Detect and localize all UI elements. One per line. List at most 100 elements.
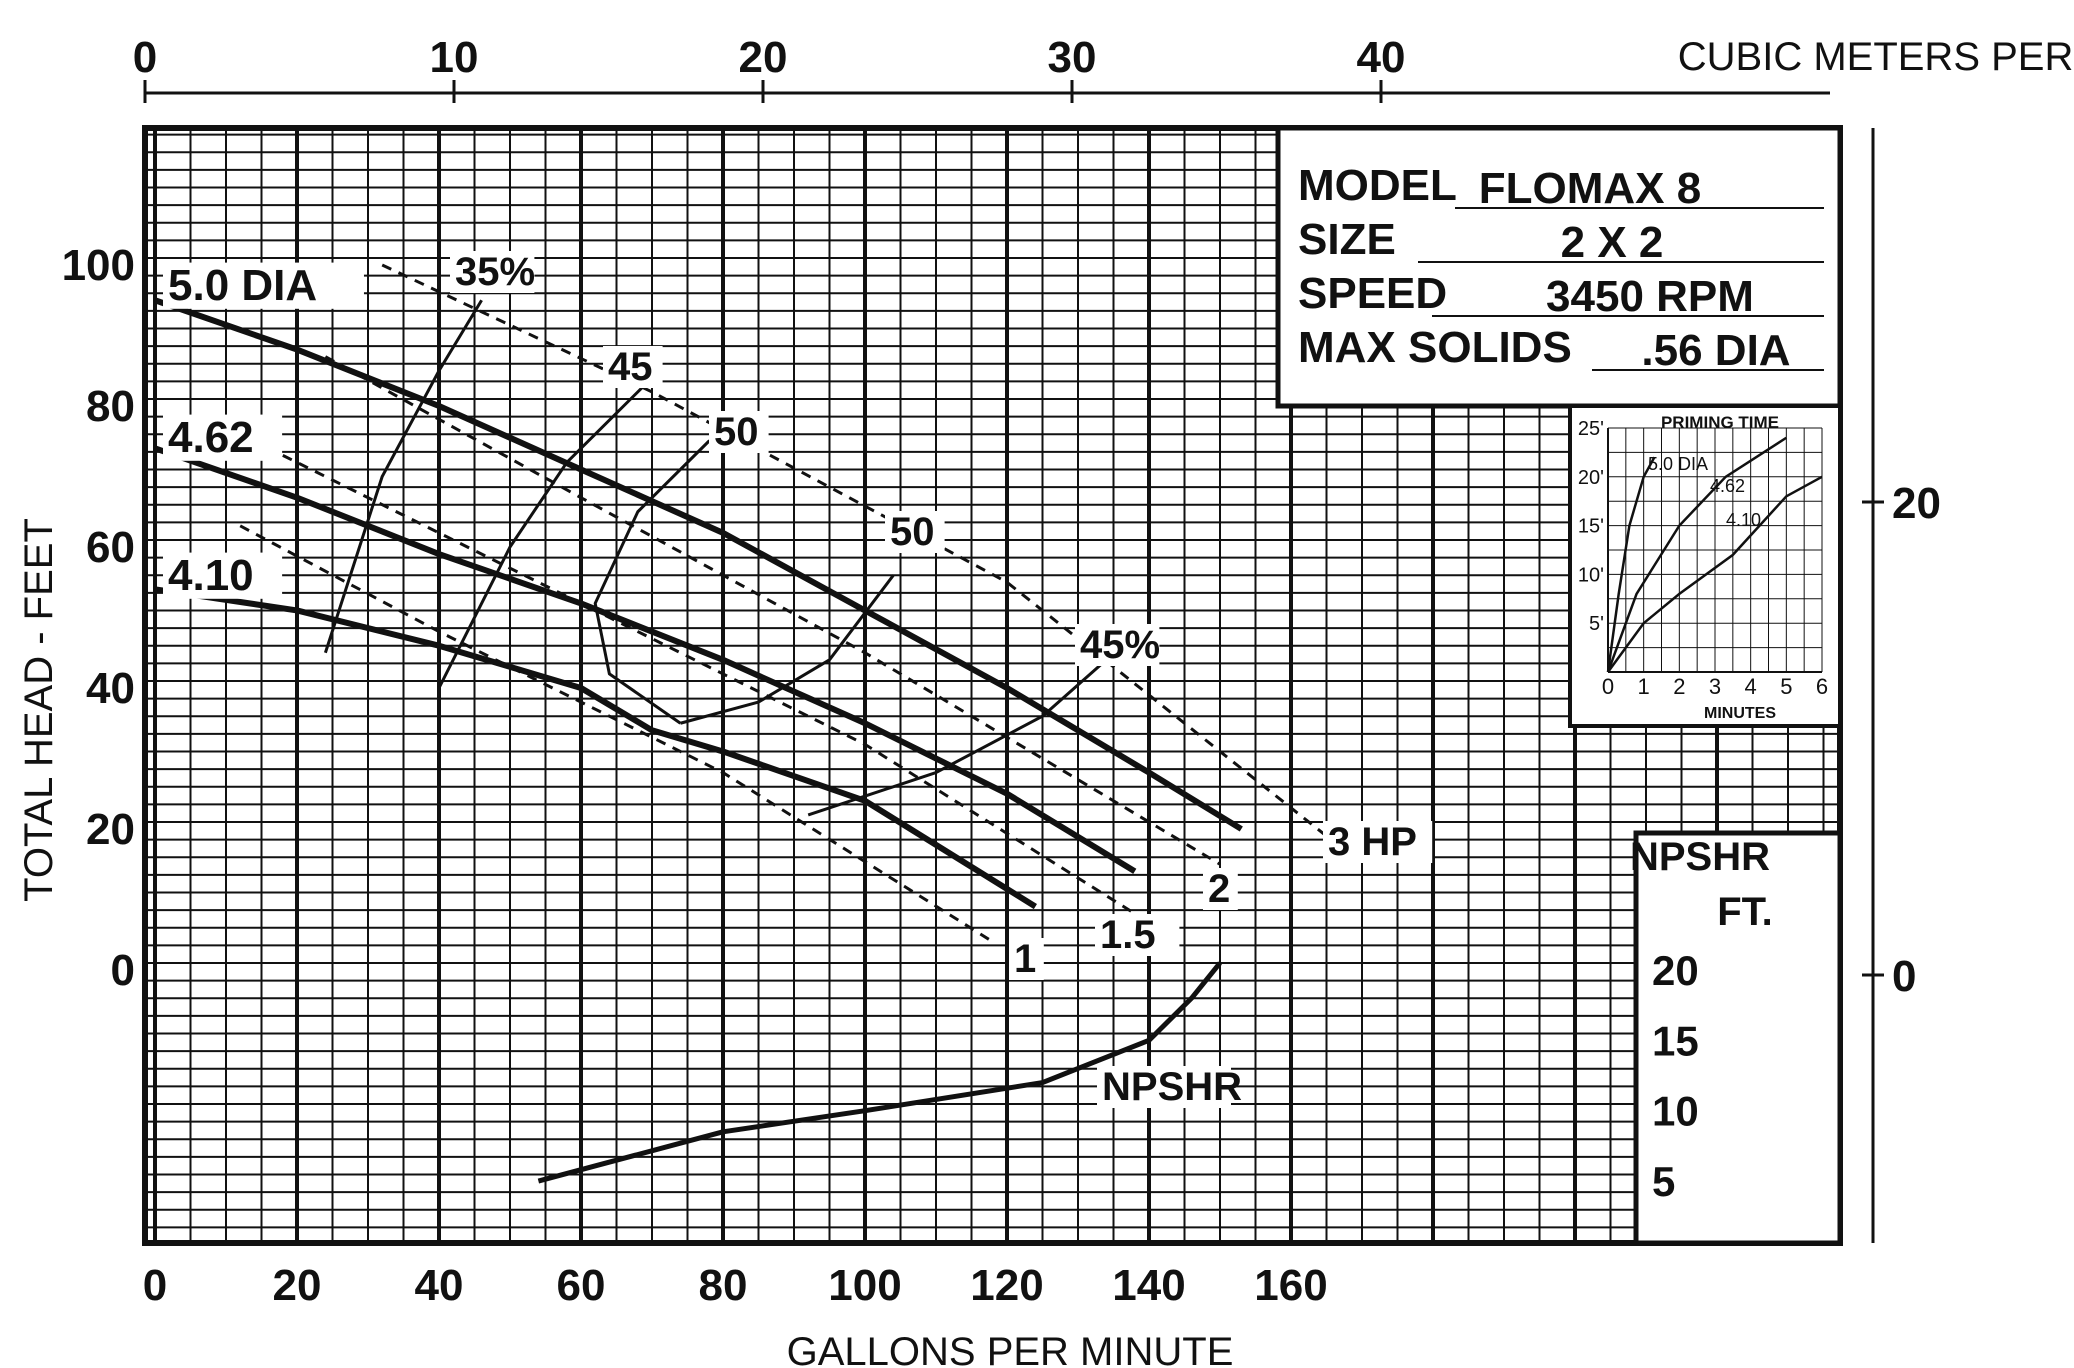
info-box-frame (1275, 125, 1843, 409)
npshr-tick-label: 5 (1652, 1158, 1675, 1205)
speed-label: SPEED (1298, 269, 1447, 318)
inset-x-tick: 0 (1602, 674, 1614, 699)
efficiency-curve (323, 299, 483, 654)
head-curve-label: 4.62 (168, 413, 254, 462)
x-tick-label: 160 (1254, 1261, 1327, 1310)
inset-x-tick: 4 (1745, 674, 1757, 699)
size-label: SIZE (1298, 215, 1396, 264)
x-tick-label: 20 (273, 1261, 322, 1310)
y-tick-label: 80 (86, 382, 135, 431)
hp-label-bg (1095, 914, 1180, 956)
npshr-axis-unit: FT. (1717, 890, 1773, 934)
efficiency-label: 45 (608, 345, 653, 389)
top-axis-title: CUBIC METERS PER HOUR (1678, 35, 2074, 79)
right-axis-ticks: 0 20 (1862, 479, 1941, 1001)
inset-x-title: MINUTES (1704, 705, 1776, 722)
top-tick-label: 0 (133, 33, 157, 82)
inset-y-tick: 10' (1578, 564, 1604, 586)
npshr-curve-label-bg (1097, 1066, 1231, 1108)
hp-label-bg (1323, 821, 1433, 863)
top-axis-ticks: 0 10 20 30 40 (133, 33, 1406, 103)
hp-line (282, 454, 1136, 915)
head-curve (154, 297, 1243, 832)
inset-x-tick: 5 (1780, 674, 1792, 699)
npshr-tick-label: 10 (1652, 1088, 1699, 1135)
x-tick-label: 60 (557, 1261, 606, 1310)
hp-label-bg (1203, 868, 1238, 910)
y-tick-label: 20 (86, 805, 135, 854)
efficiency-curve (807, 658, 1108, 817)
inset-y-tick: 25' (1578, 418, 1604, 440)
head-curve-label: 4.10 (168, 551, 254, 600)
right-tick-label: 0 (1892, 952, 1916, 1001)
model-value: FLOMAX 8 (1479, 164, 1701, 213)
inset-curve-label: 4.62 (1710, 476, 1745, 496)
hp-label: 1 (1014, 937, 1036, 981)
hp-line (324, 355, 1221, 866)
inset-x-tick: 2 (1673, 674, 1685, 699)
efficiency-label: 50 (890, 510, 935, 554)
inset-curve (1606, 456, 1656, 673)
inset-y-tick: 15' (1578, 516, 1604, 538)
hp-label: 2 (1208, 867, 1230, 911)
npshr-axis-title: NPSHR (1630, 835, 1770, 879)
inset-x-tick: 6 (1816, 674, 1828, 699)
efficiency-curve (680, 574, 895, 725)
inset-curve-label: 4.10 (1726, 510, 1761, 530)
x-tick-label: 100 (828, 1261, 901, 1310)
head-curve-label-bg (163, 262, 364, 309)
x-tick-label: 40 (415, 1261, 464, 1310)
info-box: MODEL FLOMAX 8 SIZE 2 X 2 SPEED 3450 RPM… (1275, 125, 1843, 409)
top-tick-label: 20 (739, 33, 788, 82)
inset-curve (1606, 475, 1823, 673)
solids-label: MAX SOLIDS (1298, 323, 1572, 372)
top-tick-label: 30 (1048, 33, 1097, 82)
model-label: MODEL (1298, 161, 1457, 210)
npshr-box-frame (1633, 830, 1843, 1246)
efficiency-label-bg (709, 411, 769, 453)
efficiency-curve (437, 376, 654, 689)
inset-title: PRIMING TIME (1661, 413, 1779, 432)
head-curve (154, 445, 1137, 874)
head-curve-label: 5.0 DIA (168, 261, 317, 310)
x-tick-label: 140 (1112, 1261, 1185, 1310)
curve-labels: 5.0 DIA 4.62 4.10 35% 45 50 50 45% 1 1.5 2 3 HP NPSH… (163, 250, 1433, 1109)
horsepower-lines (239, 263, 1328, 944)
solids-value: .56 DIA (1641, 326, 1790, 375)
x-tick-label: 0 (143, 1261, 167, 1310)
size-value: 2 X 2 (1561, 218, 1664, 267)
efficiency-label-bg (1075, 624, 1160, 666)
hp-label: 1.5 (1100, 913, 1156, 957)
x-tick-label: 80 (699, 1261, 748, 1310)
npshr-axis-ticks: 20 15 10 5 (1652, 947, 1699, 1205)
head-capacity-curves (154, 297, 1243, 910)
y-tick-label: 100 (62, 241, 135, 290)
npshr-scale-box: NPSHR FT. 20 15 10 5 (1630, 830, 1843, 1246)
speed-value: 3450 RPM (1546, 272, 1754, 321)
npshr-curve (537, 961, 1222, 1184)
efficiency-label-bg (603, 346, 663, 388)
efficiency-curves (323, 299, 1108, 817)
efficiency-label: 50 (714, 410, 759, 454)
y-axis-tick-labels: 0 20 40 60 80 100 (62, 241, 135, 995)
efficiency-label: 35% (455, 250, 535, 294)
x-axis-tick-labels: 0 20 40 60 80 100 120 140 160 (143, 1261, 1328, 1310)
efficiency-label-bg (450, 251, 535, 293)
hp-line (381, 263, 1328, 838)
efficiency-label-bg (885, 511, 945, 553)
npshr-tick-label: 20 (1652, 947, 1699, 994)
top-tick-label: 40 (1357, 33, 1406, 82)
inset-y-tick: 20' (1578, 467, 1604, 489)
npshr-curve-label: NPSHR (1102, 1065, 1242, 1109)
x-tick-label: 120 (970, 1261, 1043, 1310)
y-tick-label: 0 (111, 946, 135, 995)
npshr-tick-label: 15 (1652, 1017, 1699, 1064)
head-curve (154, 586, 1037, 910)
inset-x-tick: 3 (1709, 674, 1721, 699)
inset-curve (1606, 436, 1788, 673)
inset-curve-label: 5.0 DIA (1648, 454, 1708, 474)
head-curve-label-bg (163, 414, 283, 461)
head-curve-label-bg (163, 552, 283, 599)
priming-time-inset: PRIMING TIME 0 1 2 3 4 5 6 5' 10' 15' 20' 25' MINUTES… (1568, 404, 1842, 728)
